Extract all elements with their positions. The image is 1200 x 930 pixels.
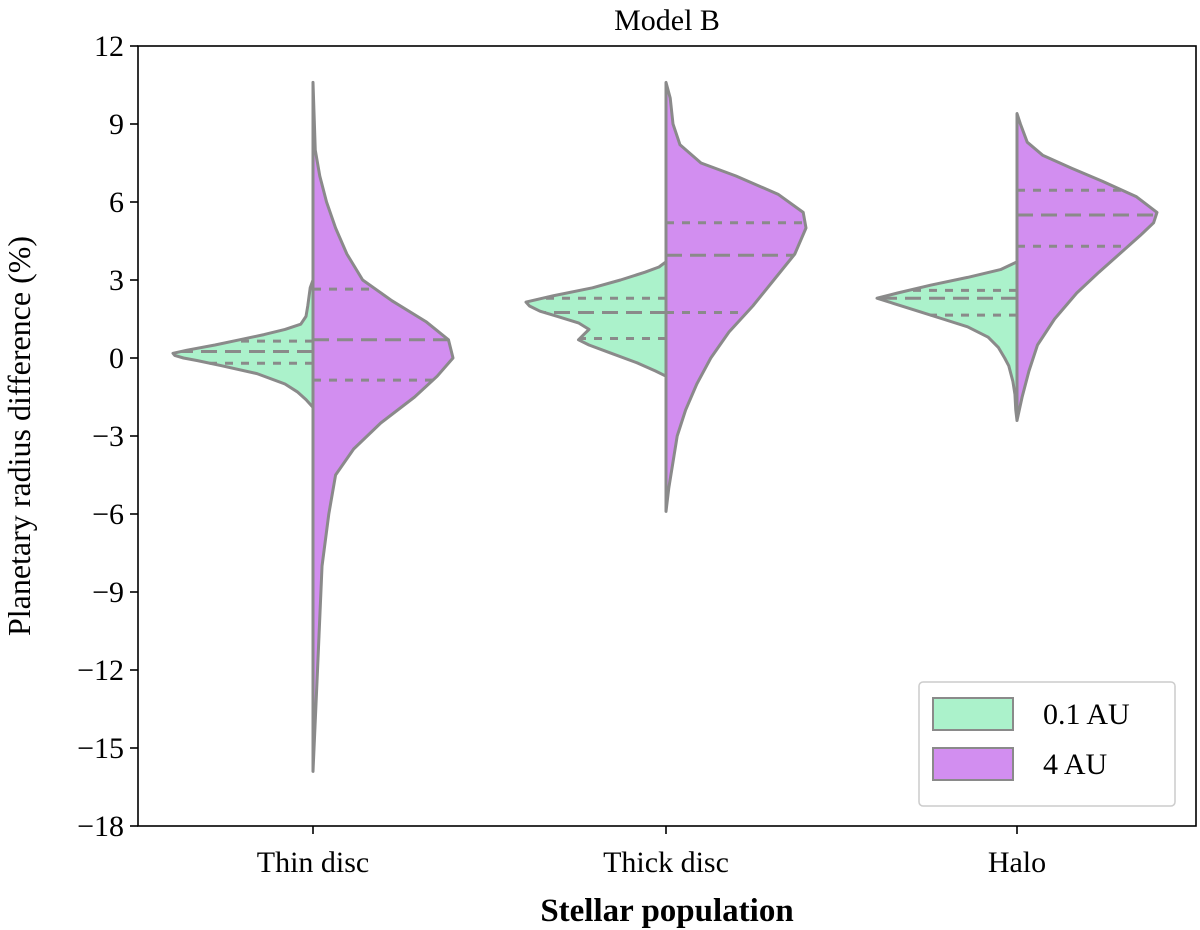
violin-thick-disc-0-1-au [524, 260, 668, 378]
legend-label-4-au: 4 AU [1043, 748, 1108, 781]
x-axis-label: Stellar population [540, 893, 793, 929]
violin-thick-disc-4-au [664, 80, 808, 513]
legend-swatch-0-1-au [932, 697, 1014, 731]
violin-halo-4-au [1015, 112, 1159, 422]
y-axis: 12 9 6 3 0 −3 −6 −9 −12 −15 −18 [77, 30, 138, 843]
legend-label-0-1-au: 0.1 AU [1043, 698, 1130, 731]
violin-thin-disc-0-1-au [171, 278, 315, 409]
x-tick-label-thick-disc: Thick disc [603, 846, 729, 879]
x-axis: Thin disc Thick disc Halo [257, 826, 1046, 879]
y-tick-label: 12 [94, 30, 124, 63]
x-tick-label-thin-disc: Thin disc [257, 846, 370, 879]
y-tick-label: 3 [109, 264, 124, 297]
y-tick-label: −6 [92, 498, 124, 531]
y-axis-label: Planetary radius difference (%) [1, 236, 37, 636]
chart-title: Model B [614, 4, 720, 37]
y-tick-label: 9 [109, 108, 124, 141]
violin-halo-0-1-au [875, 260, 1019, 422]
x-tick-label-halo: Halo [988, 846, 1046, 879]
plot-frame [137, 45, 1197, 827]
legend-swatch-4-au [932, 747, 1014, 781]
y-tick-label: −18 [77, 810, 124, 843]
y-tick-label: −15 [77, 732, 124, 765]
y-tick-label: −9 [92, 576, 124, 609]
y-tick-label: −12 [77, 654, 124, 687]
violin-thin-disc-4-au [311, 80, 455, 773]
violins [171, 80, 1159, 773]
y-tick-label: 6 [109, 186, 124, 219]
y-tick-label: 0 [109, 342, 124, 375]
y-tick-label: −3 [92, 420, 124, 453]
legend: 0.1 AU 4 AU [918, 681, 1176, 807]
